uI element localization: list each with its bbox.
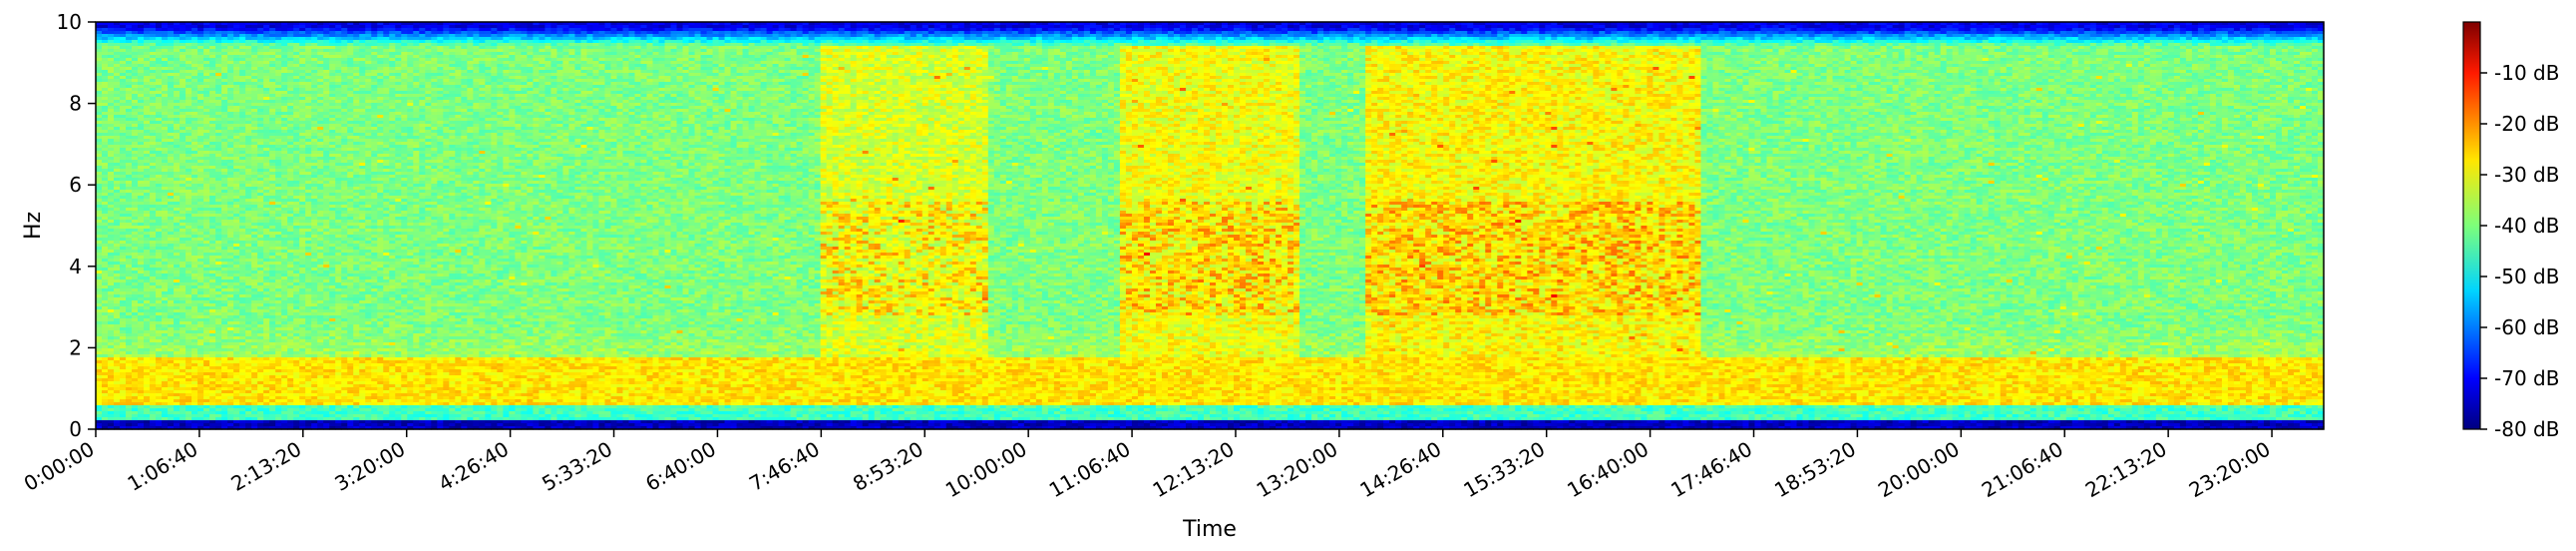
spectrogram-heatmap [96, 22, 2325, 430]
